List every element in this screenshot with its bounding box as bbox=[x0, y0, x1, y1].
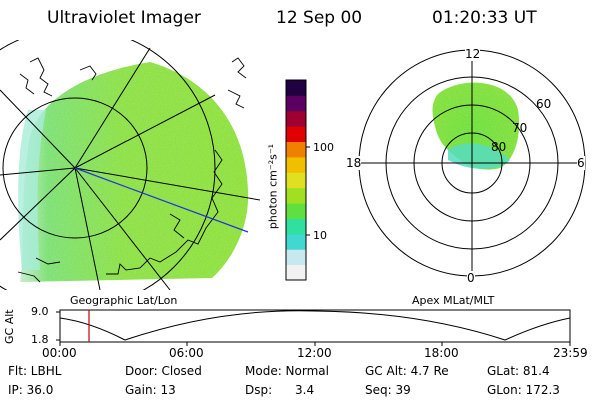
glon-field: GLon: 172.3 bbox=[487, 383, 560, 397]
colorbar-band bbox=[286, 126, 306, 143]
mlat-label-60: 60 bbox=[536, 97, 552, 111]
mlt-label-0: 0 bbox=[467, 271, 475, 285]
x-label-0000: 00:00 bbox=[42, 346, 77, 360]
x-label-1200: 12:00 bbox=[297, 346, 332, 360]
glat-field: GLat: 81.4 bbox=[487, 364, 550, 378]
colorbar-band bbox=[286, 264, 306, 281]
colorbar-label-100: 100 bbox=[313, 141, 334, 154]
mlt-label-18: 18 bbox=[346, 156, 362, 170]
timeline-chart bbox=[56, 309, 571, 346]
coastlines bbox=[17, 57, 247, 283]
apex-caption: Apex MLat/MLT bbox=[412, 294, 495, 307]
mode-field: Mode: Normal bbox=[245, 364, 329, 378]
seq-field: Seq: 39 bbox=[365, 383, 411, 397]
colorbar bbox=[286, 80, 306, 281]
colorbar-band bbox=[286, 95, 306, 112]
colorbar-frame bbox=[285, 79, 307, 281]
colorbar-band bbox=[286, 233, 306, 250]
y-label-1-8: 1.8 bbox=[31, 333, 49, 346]
mlt-label-12: 12 bbox=[465, 47, 481, 61]
instrument-title: Ultraviolet Imager bbox=[47, 8, 201, 28]
colorbar-band bbox=[286, 110, 306, 127]
mlt-label-6: 6 bbox=[577, 156, 585, 170]
colorbar-band bbox=[286, 141, 306, 158]
colorbar-label-10: 10 bbox=[313, 229, 327, 242]
geographic-caption: Geographic Lat/Lon bbox=[70, 294, 178, 307]
terminator-line bbox=[74, 167, 249, 233]
time-label: 01:20:33 UT bbox=[432, 8, 537, 28]
colorbar-band bbox=[286, 203, 306, 219]
colorbar-unit-label: photon cm⁻²s⁻¹ bbox=[266, 143, 280, 230]
polar-plot bbox=[358, 49, 586, 277]
gc-alt-field: GC Alt: 4.7 Re bbox=[365, 364, 449, 378]
x-label-1800: 18:00 bbox=[424, 346, 459, 360]
door-field: Door: Closed bbox=[125, 364, 202, 378]
x-label-0600: 06:00 bbox=[169, 346, 204, 360]
colorbar-band bbox=[286, 80, 306, 96]
y-label-9: 9.0 bbox=[31, 305, 49, 318]
gain-field: Gain: 13 bbox=[125, 383, 176, 397]
colorbar-band bbox=[286, 172, 306, 189]
colorbar-band bbox=[286, 249, 306, 266]
geographic-image bbox=[18, 62, 249, 282]
date-label: 12 Sep 00 bbox=[276, 8, 363, 28]
colorbar-band bbox=[286, 187, 306, 204]
mlat-label-70: 70 bbox=[512, 121, 528, 135]
gc-alt-axis-label: GC Alt bbox=[3, 309, 16, 344]
dsp-field: Dsp: 3.4 bbox=[245, 383, 315, 397]
lat-lon-grid bbox=[0, 40, 260, 290]
colorbar-band bbox=[286, 218, 306, 235]
x-label-2359: 23:59 bbox=[553, 346, 588, 360]
flt-field: Flt: LBHL bbox=[8, 364, 62, 378]
mlat-label-80: 80 bbox=[491, 140, 507, 154]
ip-field: IP: 36.0 bbox=[8, 383, 54, 397]
colorbar-band bbox=[286, 156, 306, 173]
